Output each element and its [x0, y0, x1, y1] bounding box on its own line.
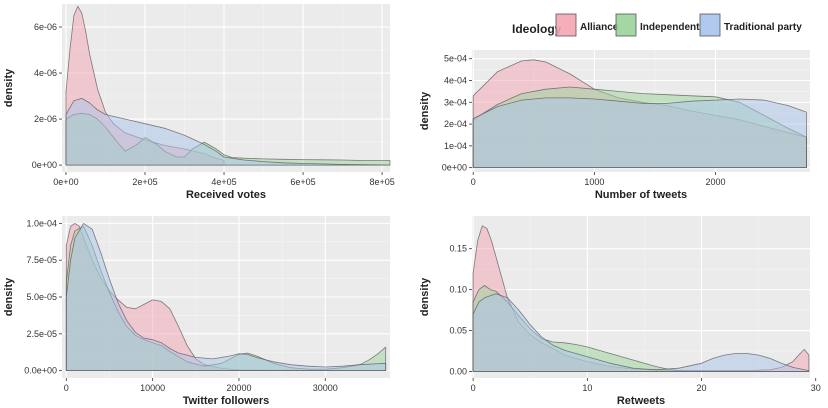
x-axis-label: Twitter followers: [183, 395, 270, 407]
panel-retweets: 0 10 20 30 0.00 0.05 0.10 0.15 Retweets density: [419, 216, 821, 407]
y-tick-label: 6e-06: [34, 22, 57, 32]
legend-item-traditional-party: Traditional party: [699, 13, 802, 37]
x-tick-label: 2e+05: [132, 177, 157, 187]
x-tick-label: 0e+00: [53, 177, 78, 187]
y-axis-label: density: [3, 277, 15, 316]
legend-key-alliance: [555, 13, 577, 37]
x-tick-label: 30000: [313, 383, 338, 393]
legend-title: Ideology: [512, 22, 562, 36]
y-tick-label: 0e+00: [32, 160, 57, 170]
y-tick-label: 0e+00: [442, 163, 467, 173]
y-axis-label: density: [419, 91, 431, 130]
x-tick-label: 20000: [226, 383, 251, 393]
x-axis-label: Received votes: [186, 189, 266, 201]
x-tick-label: 0: [471, 383, 476, 393]
y-axis-label: density: [3, 68, 15, 107]
legend-key-independent: [615, 13, 637, 37]
y-tick-label: 3e-04: [444, 97, 467, 107]
x-tick-label: 6e+05: [290, 177, 315, 187]
density-area-traditional-party: [65, 223, 387, 371]
y-tick-label: 4e-04: [444, 76, 467, 86]
x-tick-label: 10000: [140, 383, 165, 393]
legend-key-traditional-party: [699, 13, 721, 37]
x-tick-label: 30: [811, 383, 821, 393]
x-axis-label: Retweets: [617, 395, 665, 407]
panel-received-votes: 0e+00 2e+05 4e+05 6e+05 8e+05 0e+00 2e-06 4e-06…: [3, 4, 395, 201]
panel-twitter-followers: 0 10000 20000 30000 0.0e+00 2.5e-05 5.0e-05 7.5…: [3, 216, 390, 407]
density-area-traditional-party: [472, 97, 807, 168]
x-tick-label: 10: [582, 383, 592, 393]
y-tick-label: 1.0e-04: [26, 218, 57, 228]
legend-label-independent: Independent: [640, 22, 700, 33]
y-tick-label: 4e-06: [34, 68, 57, 78]
ideology-legend: Ideology Alliance Independent Traditional …: [512, 13, 802, 37]
y-tick-label: 2e-04: [444, 119, 467, 129]
panel-number-of-tweets: 0 1000 2000 0e+00 1e-04 2e-04 3e-04 4e-04 5e-04 N…: [419, 50, 810, 201]
x-tick-label: 4e+05: [211, 177, 236, 187]
y-tick-label: 0.0e+00: [24, 366, 57, 376]
x-tick-label: 0: [471, 177, 476, 187]
y-tick-label: 0.15: [449, 244, 467, 254]
x-tick-label: 2000: [705, 177, 725, 187]
density-area-traditional-party: [472, 293, 810, 372]
x-tick-label: 1000: [584, 177, 604, 187]
density-area-traditional-party: [65, 98, 391, 166]
legend-label-traditional-party: Traditional party: [724, 22, 802, 33]
y-tick-label: 2e-06: [34, 114, 57, 124]
x-tick-label: 20: [697, 383, 707, 393]
y-tick-label: 1e-04: [444, 141, 467, 151]
legend-item-independent: Independent: [615, 13, 700, 37]
x-tick-label: 8e+05: [369, 177, 394, 187]
y-tick-label: 0.05: [449, 326, 467, 336]
legend-item-alliance: Alliance: [555, 13, 619, 37]
y-axis-label: density: [419, 277, 431, 316]
y-tick-label: 0.10: [449, 285, 467, 295]
y-tick-label: 5e-04: [444, 54, 467, 64]
y-tick-label: 5.0e-05: [26, 292, 57, 302]
y-tick-label: 7.5e-05: [26, 255, 57, 265]
legend-label-alliance: Alliance: [580, 22, 619, 33]
y-tick-label: 2.5e-05: [26, 329, 57, 339]
x-tick-label: 0: [64, 383, 69, 393]
y-tick-label: 0.00: [449, 366, 467, 376]
x-axis-label: Number of tweets: [595, 189, 687, 201]
